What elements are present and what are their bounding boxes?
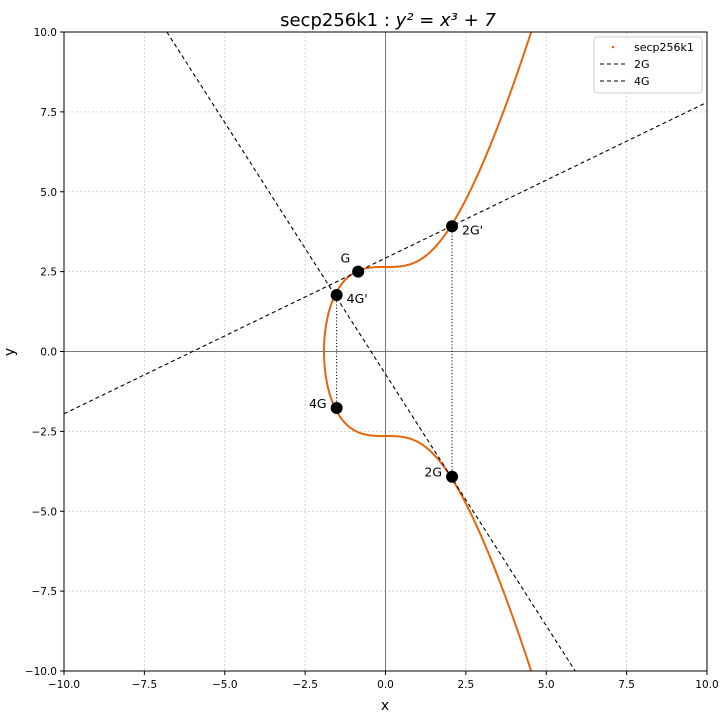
x-axis-label: x [381,698,389,714]
line-4G [166,31,576,672]
legend-label: 2G [634,58,650,71]
zero-axes [64,32,707,671]
point-label-2g-prime: 2G' [462,222,483,237]
chart-title: secp256k1 : y² = x³ + 7 [280,10,496,31]
y-tick-label: 10.0 [34,27,57,39]
x-tick-label: 10.0 [695,679,718,691]
legend-marker-curve [611,45,615,49]
y-tick-label: 5.0 [40,187,57,199]
x-tick-label: 7.5 [618,679,635,691]
y-tick-label: 2.5 [40,267,57,279]
plot-area: G 2G' 2G 4G' 4G [63,31,708,672]
point-2g-prime [446,220,459,233]
legend-label: 4G [634,75,650,88]
x-tick-label: 0.0 [377,679,394,691]
curve-lower-branch [323,351,533,672]
point-g [352,265,365,278]
y-tick-label: −2.5 [32,426,58,438]
curve-upper-branch [323,31,533,352]
x-tick-label: −7.5 [132,679,158,691]
legend-label: secp256k1 [634,41,694,54]
point-label-2g: 2G [424,465,442,480]
point-label-4g-prime: 4G' [347,291,368,306]
legend-box [593,36,703,94]
y-tick-label: 0.0 [40,347,57,359]
chart-title-main: secp256k1 : [280,10,396,31]
y-axis-label: y [2,348,18,356]
point-label-4g: 4G [309,396,327,411]
x-tick-label: −10.0 [48,679,80,691]
x-tick-label: 5.0 [538,679,555,691]
x-tick-label: −5.0 [212,679,238,691]
x-tick-label: 2.5 [458,679,475,691]
y-tick-label: −10.0 [25,666,57,678]
line-2G [63,101,708,415]
y-tick-label: −5.0 [32,506,58,518]
legend: secp256k1 2G 4G [593,36,703,94]
chart-title-equation: y² = x³ + 7 [395,10,497,31]
y-tick-label: −7.5 [32,586,58,598]
point-label-g: G [340,251,350,266]
point-4g-prime [330,288,343,301]
y-tick-label: 7.5 [40,107,57,119]
point-4g [330,402,343,415]
ticks: −10.0 −7.5 −5.0 −2.5 0.0 2.5 5.0 7.5 10.0 −10.0 −7… [25,27,719,691]
x-tick-label: −2.5 [292,679,318,691]
point-2g [446,470,459,483]
